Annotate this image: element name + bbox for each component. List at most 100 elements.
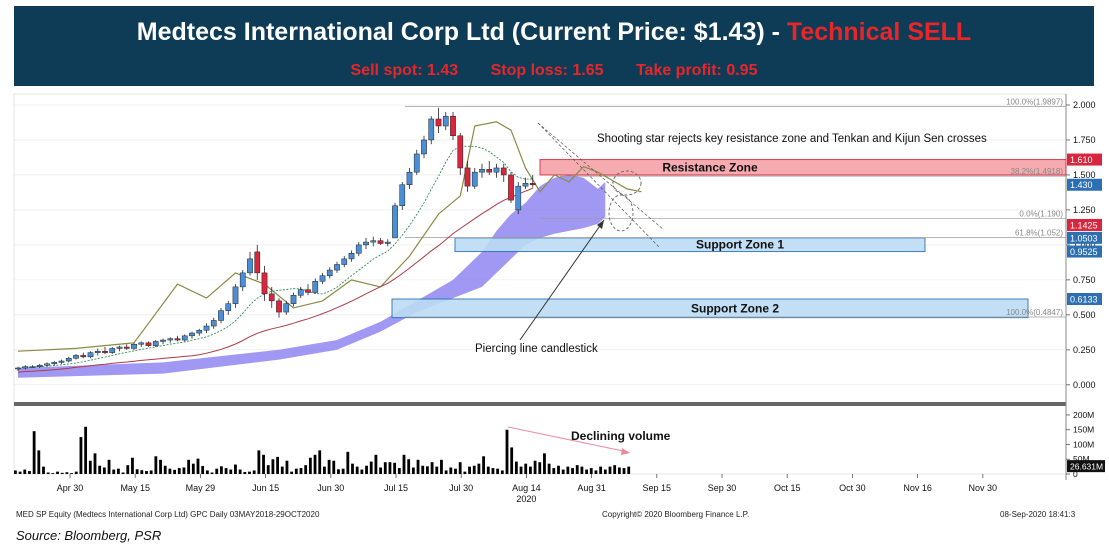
trade-levels: Sell spot: 1.43 Stop loss: 1.65 Take pro… xyxy=(14,62,1094,80)
volume-bar xyxy=(472,465,476,474)
volume-bar xyxy=(458,462,462,474)
bearish-candle xyxy=(486,169,493,173)
volume-bar xyxy=(46,472,50,474)
piercing-arrow-head xyxy=(597,220,604,229)
stop-loss: Stop loss: 1.65 xyxy=(490,62,604,79)
footer-ticker-info: MED SP Equity (Medtecs International Cor… xyxy=(16,510,320,519)
price-tick-label: 0.750 xyxy=(1073,275,1096,285)
volume-bar xyxy=(93,453,97,474)
volume-bar xyxy=(32,431,36,474)
volume-bar xyxy=(430,462,434,474)
volume-bar xyxy=(60,472,64,474)
volume-bar xyxy=(220,466,223,474)
price-tag-label: 1.430 xyxy=(1070,180,1093,190)
bullish-candle xyxy=(341,258,348,265)
volume-bar xyxy=(351,463,354,474)
volume-bar xyxy=(140,470,144,474)
volume-bar xyxy=(182,467,186,474)
price-tick-label: 1.500 xyxy=(1073,170,1096,180)
bullish-candle xyxy=(15,367,21,370)
bullish-candle xyxy=(413,153,420,173)
support-zone-2 xyxy=(391,298,1029,319)
x-tick-label: Jun 30 xyxy=(317,483,344,493)
price-tag xyxy=(1067,153,1102,166)
volume-bar xyxy=(622,468,626,474)
volume-bar xyxy=(603,469,607,474)
resistance-zone xyxy=(539,159,1067,176)
volume-bar xyxy=(538,462,542,474)
x-tick-label: May 29 xyxy=(186,483,216,493)
volume-bar xyxy=(308,457,312,474)
piercing-circle xyxy=(608,194,634,232)
x-tick-label: Jul 15 xyxy=(384,483,408,493)
tenkan-sen-line xyxy=(17,145,533,369)
bullish-candle xyxy=(29,366,36,368)
volume-bar xyxy=(421,465,425,474)
volume-bar xyxy=(84,426,88,474)
volume-bar xyxy=(304,465,308,474)
volume-bar xyxy=(440,459,443,474)
bullish-candle xyxy=(384,241,391,244)
volume-bar xyxy=(201,466,205,474)
bullish-candle xyxy=(283,303,290,313)
volume-bar xyxy=(173,469,176,474)
price-tick-label: 1.750 xyxy=(1073,135,1096,145)
volume-bar xyxy=(449,467,453,474)
volume-tick-label: 100M xyxy=(1073,439,1094,449)
ichimoku-cloud xyxy=(18,174,606,378)
volume-bar xyxy=(585,469,588,474)
volume-bar xyxy=(51,473,55,474)
volume-bar xyxy=(210,472,214,474)
volume-bar xyxy=(608,466,612,474)
bullish-candle xyxy=(239,272,246,288)
volume-bar xyxy=(337,469,340,474)
volume-bar xyxy=(135,469,139,474)
bearish-candle xyxy=(145,342,152,346)
bullish-candle xyxy=(247,258,253,274)
volume-bar xyxy=(557,465,560,474)
bullish-candle xyxy=(138,342,145,345)
volume-bar xyxy=(411,467,415,474)
x-tick-label: May 15 xyxy=(120,483,150,493)
bearish-candle xyxy=(305,289,311,293)
price-tag-label: 1.0503 xyxy=(1070,233,1098,243)
volume-bar xyxy=(107,459,111,474)
volume-bar xyxy=(332,460,336,474)
trend-line-2 xyxy=(537,122,665,231)
volume-bar xyxy=(468,466,471,474)
volume-bar xyxy=(575,465,579,474)
volume-bar xyxy=(163,465,167,474)
volume-last-tag xyxy=(1067,460,1105,473)
chikou-line xyxy=(17,121,642,352)
volume-annotation: Declining volume xyxy=(571,429,671,443)
source-note: Source: Bloomberg, PSR xyxy=(16,528,162,543)
bullish-candle xyxy=(363,241,369,246)
bullish-candle xyxy=(232,286,239,304)
volume-bar xyxy=(238,469,242,474)
bullish-candle xyxy=(116,346,123,349)
panel-divider xyxy=(14,402,1066,406)
volume-bar xyxy=(617,467,621,474)
bearish-candle xyxy=(450,115,456,137)
volume-bar xyxy=(514,461,518,474)
volume-bar xyxy=(294,468,298,474)
bullish-candle xyxy=(442,115,449,127)
volume-bar xyxy=(524,463,528,474)
price-tag xyxy=(1067,245,1102,258)
bullish-candle xyxy=(181,335,188,341)
volume-bar xyxy=(594,470,598,474)
volume-bar xyxy=(323,466,326,474)
bullish-candle xyxy=(406,171,413,185)
bearish-candle xyxy=(464,167,471,187)
volume-bar xyxy=(580,466,584,474)
volume-bar xyxy=(355,466,359,474)
volume-bar xyxy=(299,468,303,474)
price-tag xyxy=(1067,218,1102,231)
volume-bar xyxy=(28,471,31,474)
volume-bar xyxy=(79,437,83,474)
volume-bar xyxy=(402,454,406,474)
bearish-candle xyxy=(123,346,130,349)
bullish-candle xyxy=(44,363,50,366)
bearish-candle xyxy=(500,167,507,176)
volume-bar xyxy=(154,456,158,474)
